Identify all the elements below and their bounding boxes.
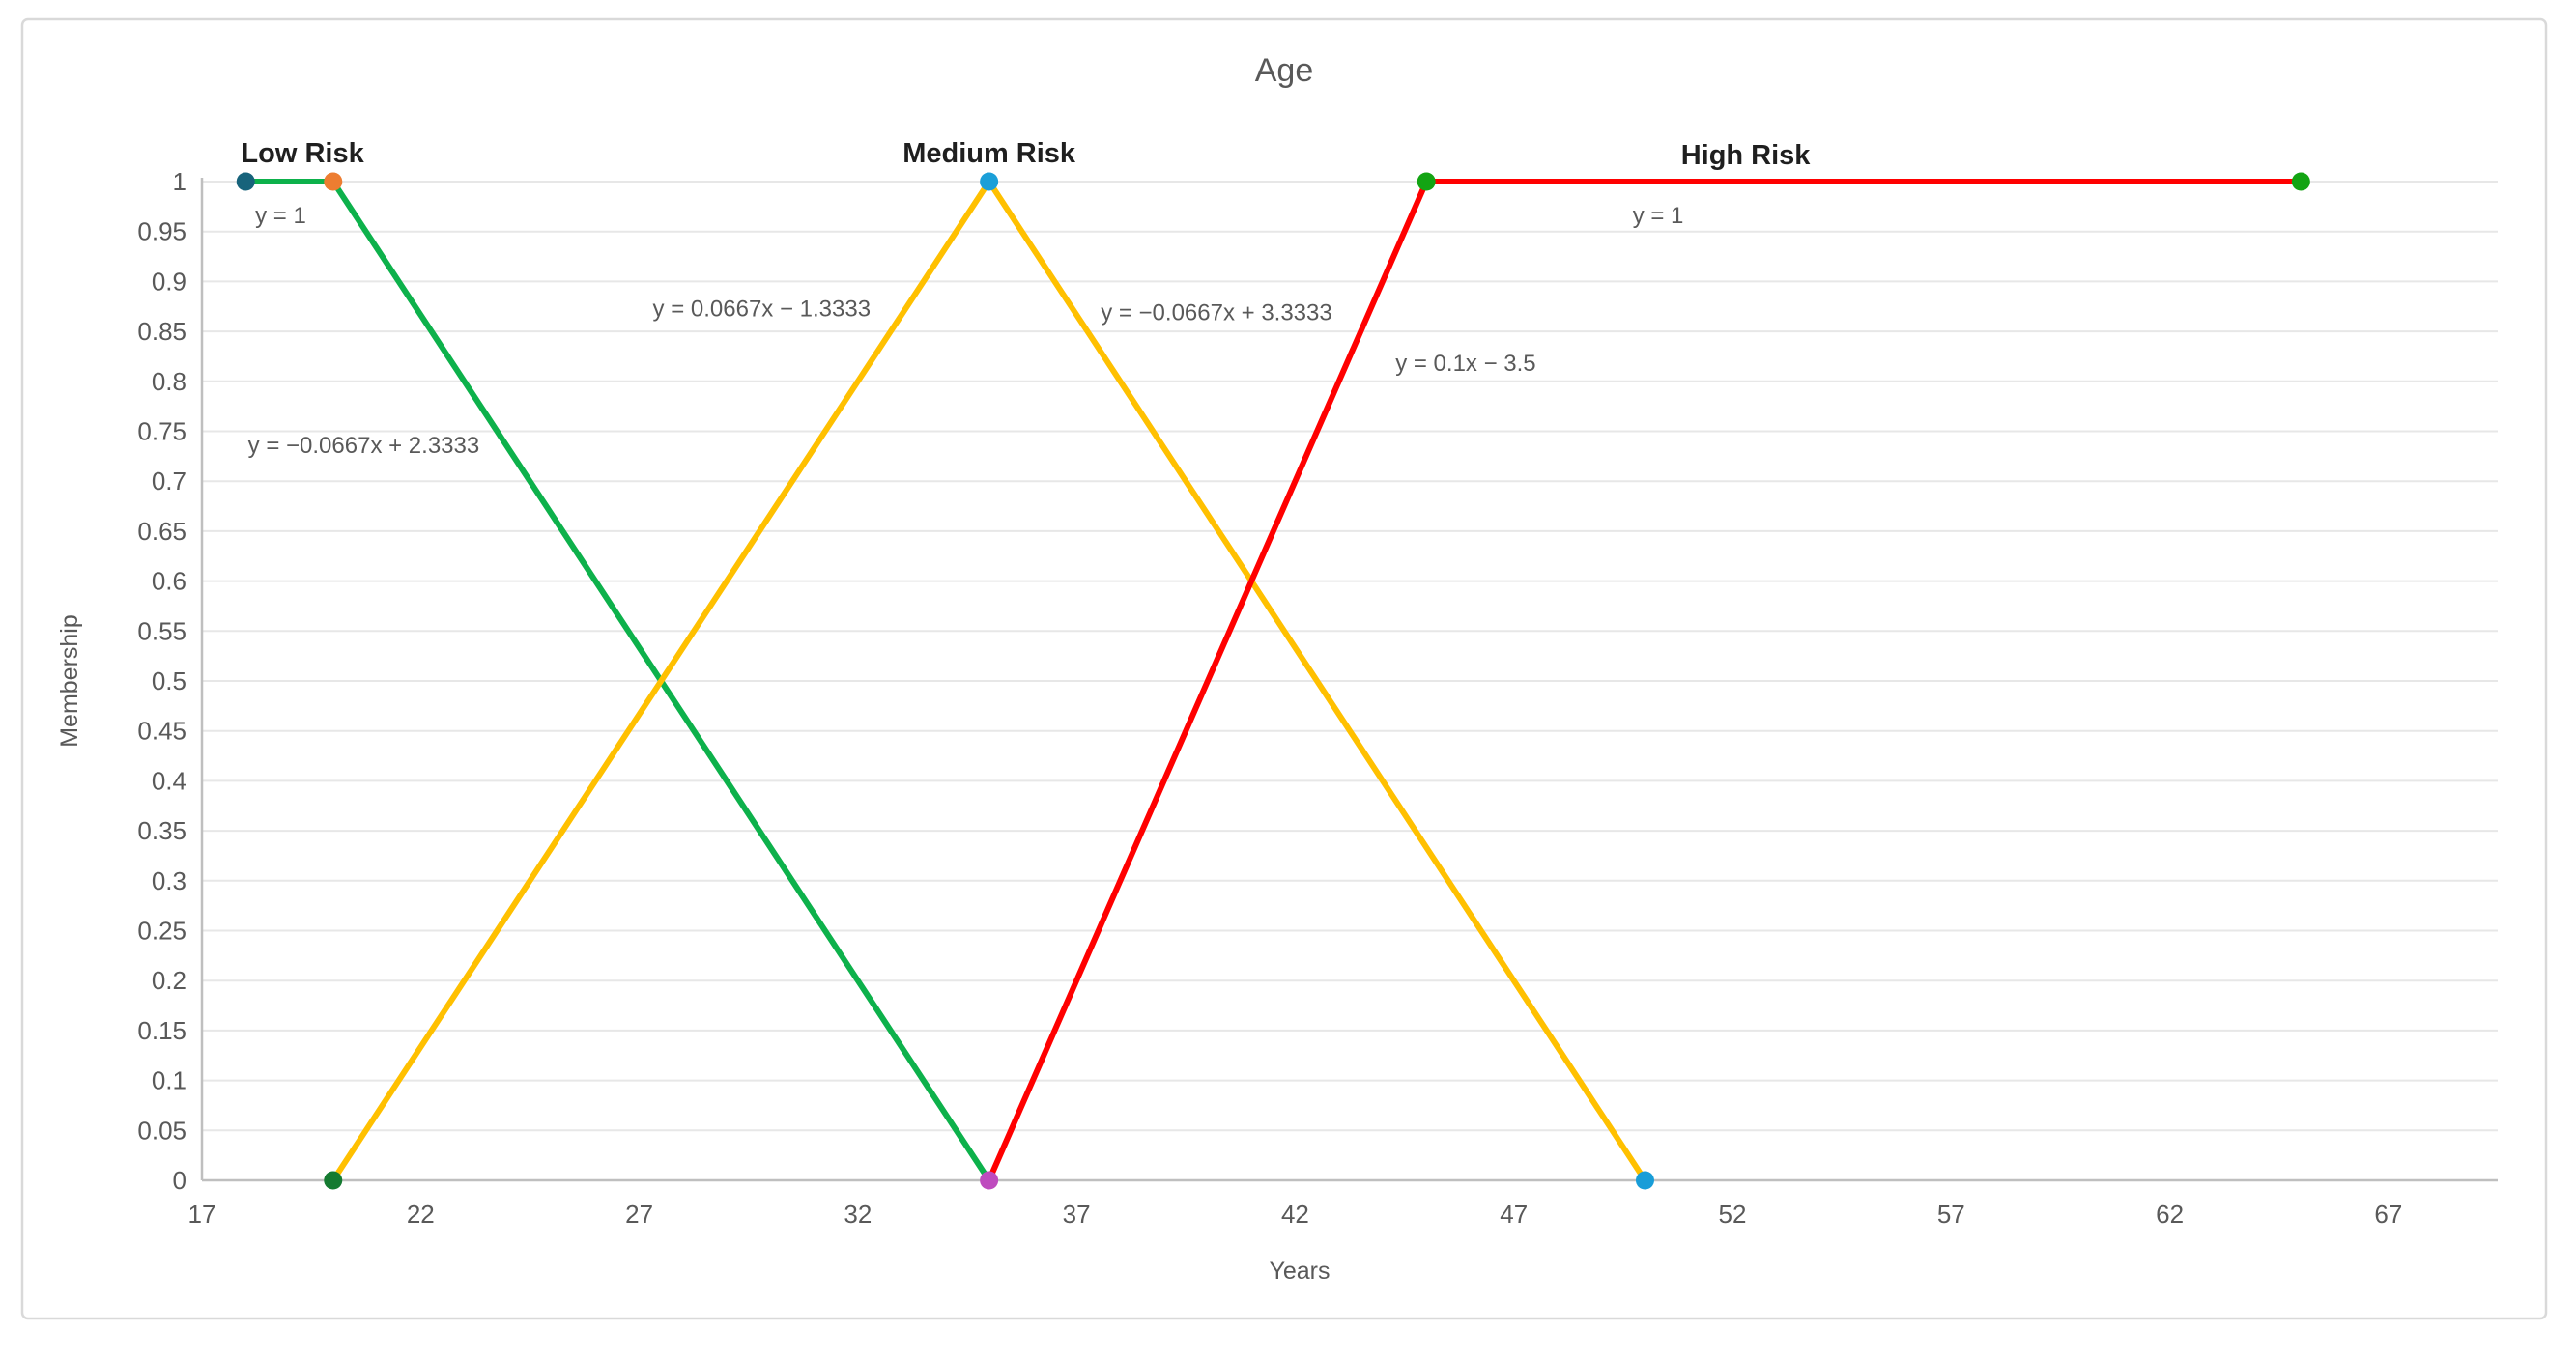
x-axis-title: Years [1269,1258,1330,1285]
x-tick-label: 67 [2374,1200,2402,1229]
y-tick-label: 0.4 [152,766,186,795]
x-tick-label: 22 [407,1200,435,1229]
y-axis-title: Membership [56,614,83,748]
x-tick-label: 57 [1937,1200,1965,1229]
x-tick-label: 62 [2156,1200,2184,1229]
equation-annotation: y = 1 [255,203,306,229]
y-tick-label: 0.3 [152,866,186,895]
series-label-low-risk: Low Risk [241,138,364,169]
y-tick-label: 0 [173,1166,186,1195]
series-label-medium-risk: Medium Risk [902,138,1076,169]
series-label-high-risk: High Risk [1681,140,1812,171]
y-tick-label: 0.2 [152,966,186,995]
y-tick-label: 0.95 [137,217,186,246]
low-risk-end-point [980,1171,999,1190]
y-tick-label: 0.55 [137,616,186,645]
y-tick-label: 0.1 [152,1066,186,1095]
y-tick-label: 1 [173,167,186,196]
equation-annotation: y = 0.1x − 3.5 [1395,351,1535,377]
x-tick-label: 27 [625,1200,653,1229]
y-tick-label: 0.15 [137,1016,186,1045]
high-risk-end-point [2291,172,2310,191]
equation-annotation: y = −0.0667x + 3.3333 [1101,299,1332,326]
y-tick-label: 0.75 [137,417,186,446]
chart-title: Age [1255,52,1314,89]
x-tick-label: 32 [844,1200,872,1229]
x-tick-label: 17 [188,1200,216,1229]
low-risk-start-point [236,172,255,191]
y-tick-label: 0.6 [152,567,186,596]
high-risk-shoulder-point [1417,172,1436,191]
equation-annotation: y = 1 [1633,203,1684,229]
y-tick-label: 0.35 [137,816,186,845]
equation-annotation: y = −0.0667x + 2.3333 [248,433,480,459]
medium-risk-start-point [324,1171,343,1190]
y-tick-label: 0.65 [137,517,186,546]
y-tick-label: 0.85 [137,317,186,346]
low-risk-shoulder-point [324,172,343,191]
equation-annotation: y = 0.0667x − 1.3333 [653,296,872,322]
x-tick-label: 42 [1281,1200,1309,1229]
chart-canvas-border [20,17,2548,1320]
x-tick-label: 37 [1063,1200,1091,1229]
y-tick-label: 0.5 [152,666,186,695]
y-tick-label: 0.05 [137,1116,186,1145]
x-tick-label: 52 [1719,1200,1747,1229]
y-tick-label: 0.8 [152,367,186,396]
medium-risk-end-point [1635,1171,1654,1190]
medium-risk-peak-point [980,172,999,191]
y-tick-label: 0.45 [137,717,186,746]
y-tick-label: 0.9 [152,267,186,296]
y-tick-label: 0.7 [152,467,186,496]
x-tick-label: 47 [1500,1200,1528,1229]
y-tick-label: 0.25 [137,917,186,946]
